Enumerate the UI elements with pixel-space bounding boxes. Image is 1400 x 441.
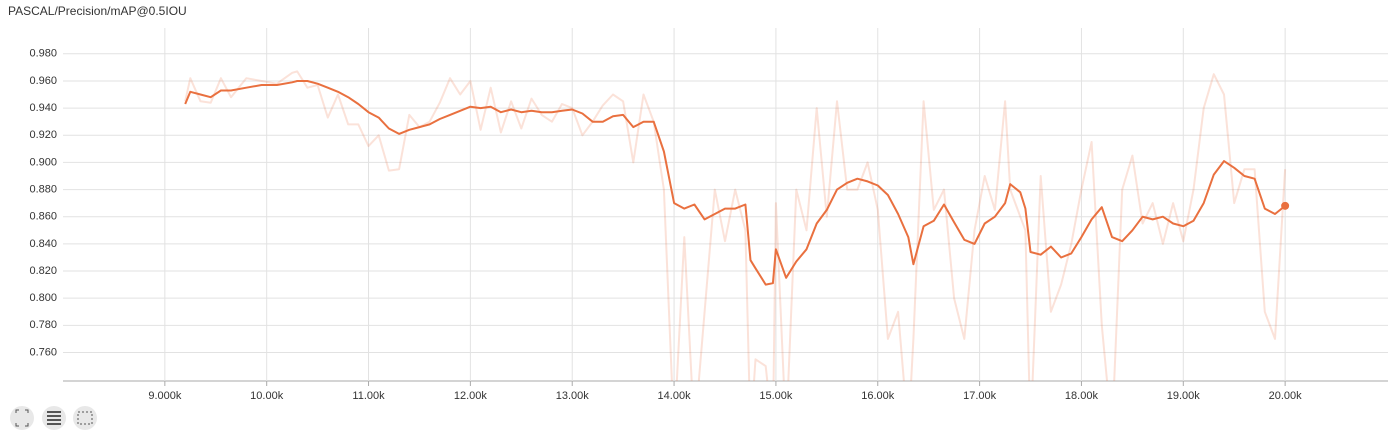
x-tick-label: 13.00k	[556, 390, 590, 402]
y-tick-label: 0.860	[29, 211, 57, 223]
y-tick-label: 0.760	[29, 346, 57, 358]
data-icon	[47, 411, 61, 425]
x-tick-label: 12.00k	[454, 390, 488, 402]
fit-icon	[77, 411, 93, 425]
x-tick-label: 18.00k	[1065, 390, 1099, 402]
y-tick-label: 0.940	[29, 102, 57, 114]
x-tick-label: 10.00k	[250, 390, 284, 402]
fit-button[interactable]	[73, 406, 97, 430]
y-tick-label: 0.820	[29, 265, 57, 277]
fullscreen-button[interactable]	[10, 406, 34, 430]
x-tick-label: 19.00k	[1167, 390, 1201, 402]
x-tick-label: 14.00k	[658, 390, 692, 402]
data-button[interactable]	[42, 406, 66, 430]
x-tick-label: 9.000k	[148, 390, 182, 402]
last-point	[1281, 201, 1290, 210]
x-tick-label: 17.00k	[963, 390, 997, 402]
y-tick-label: 0.880	[29, 183, 57, 195]
y-tick-label: 0.780	[29, 319, 57, 331]
y-tick-label: 0.960	[29, 75, 57, 87]
y-tick-label: 0.920	[29, 129, 57, 141]
line-series	[184, 80, 1286, 286]
plot-area	[184, 70, 1287, 381]
y-tick-label: 0.980	[29, 48, 57, 60]
x-tick-label: 16.00k	[861, 390, 895, 402]
x-tick-label: 11.00k	[352, 390, 385, 402]
y-tick-label: 0.900	[29, 156, 57, 168]
fullscreen-icon	[15, 409, 29, 427]
line-series	[184, 70, 1287, 381]
chart-title: PASCAL/Precision/mAP@0.5IOU	[8, 4, 187, 18]
y-tick-label: 0.800	[29, 292, 57, 304]
toolbar	[10, 406, 97, 430]
x-tick-label: 20.00k	[1269, 390, 1303, 402]
y-tick-label: 0.840	[29, 238, 57, 250]
x-tick-label: 15.00k	[759, 390, 793, 402]
